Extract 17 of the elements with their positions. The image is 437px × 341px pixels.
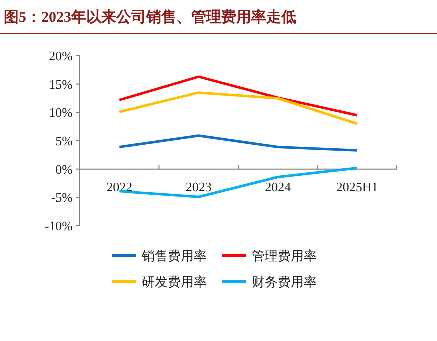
legend-label: 管理费用率: [252, 248, 317, 264]
chart-title: 图5：2023年以来公司销售、管理费用率走低: [4, 8, 296, 26]
line-series: [118, 92, 359, 126]
x-tick-label: 2025H1: [336, 179, 378, 194]
legend-label: 财务费用率: [252, 274, 317, 290]
legend-label: 研发费用率: [142, 274, 207, 290]
y-tick-label: 5%: [56, 134, 74, 149]
y-tick-label: 20%: [49, 48, 74, 64]
y-tick-label: 15%: [49, 76, 74, 92]
y-tick-label: -10%: [44, 218, 74, 234]
x-tick-label: 2024: [265, 179, 292, 194]
y-tick-label: -5%: [51, 190, 74, 206]
x-tick-label: 2023: [186, 179, 212, 194]
y-tick-label: 10%: [49, 105, 74, 120]
y-tick-label: 0%: [56, 162, 74, 177]
line-series: [118, 76, 359, 117]
legend-label: 销售费用率: [141, 248, 207, 264]
